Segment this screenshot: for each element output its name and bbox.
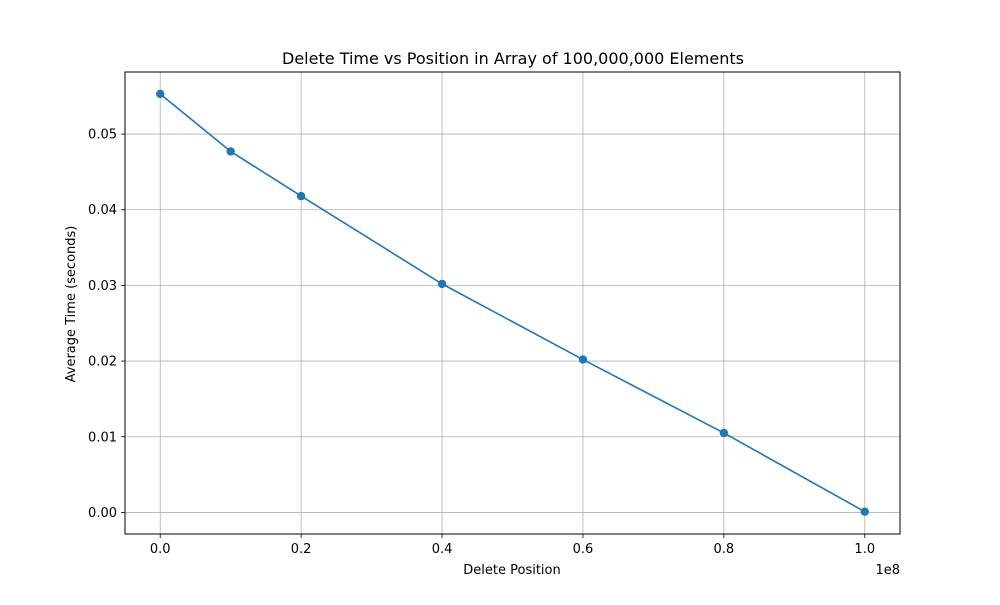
data-point bbox=[860, 507, 869, 516]
data-point bbox=[719, 428, 729, 438]
x-tick-label: 0.6 bbox=[573, 542, 594, 557]
y-tick-label: 0.02 bbox=[88, 355, 117, 370]
y-tick-label: 0.04 bbox=[88, 203, 117, 218]
x-axis-offset-label: 1e8 bbox=[875, 563, 900, 578]
series-line bbox=[159, 93, 866, 513]
chart-title: Delete Time vs Position in Array of 100,… bbox=[282, 49, 744, 68]
x-tick-label: 0.0 bbox=[150, 542, 171, 557]
x-tick-label: 0.4 bbox=[432, 542, 453, 557]
x-tick-label: 1.0 bbox=[854, 542, 875, 557]
plot-area-frame bbox=[124, 71, 901, 535]
data-point bbox=[226, 147, 235, 156]
data-point bbox=[578, 355, 588, 364]
y-tick-label: 0.03 bbox=[88, 279, 117, 294]
x-tick-label: 0.8 bbox=[714, 542, 735, 557]
data-series bbox=[156, 89, 869, 516]
y-tick-label: 0.01 bbox=[88, 430, 117, 445]
y-tick-label: 0.05 bbox=[88, 128, 117, 143]
y-tick-label: 0.00 bbox=[88, 506, 117, 521]
data-point bbox=[156, 89, 165, 99]
x-axis-label: Delete Position bbox=[463, 563, 560, 578]
grid-lines bbox=[125, 72, 900, 534]
data-point bbox=[296, 191, 306, 201]
axis-ticks: 0.0 0.2 0.4 0.6 0.8 1.0 0.00 0.01 0.02 0.03 0.04 0.… bbox=[88, 128, 875, 557]
x-tick-label: 0.2 bbox=[291, 542, 312, 557]
y-axis-label: Average Time (seconds) bbox=[64, 226, 79, 383]
data-point bbox=[437, 279, 447, 289]
